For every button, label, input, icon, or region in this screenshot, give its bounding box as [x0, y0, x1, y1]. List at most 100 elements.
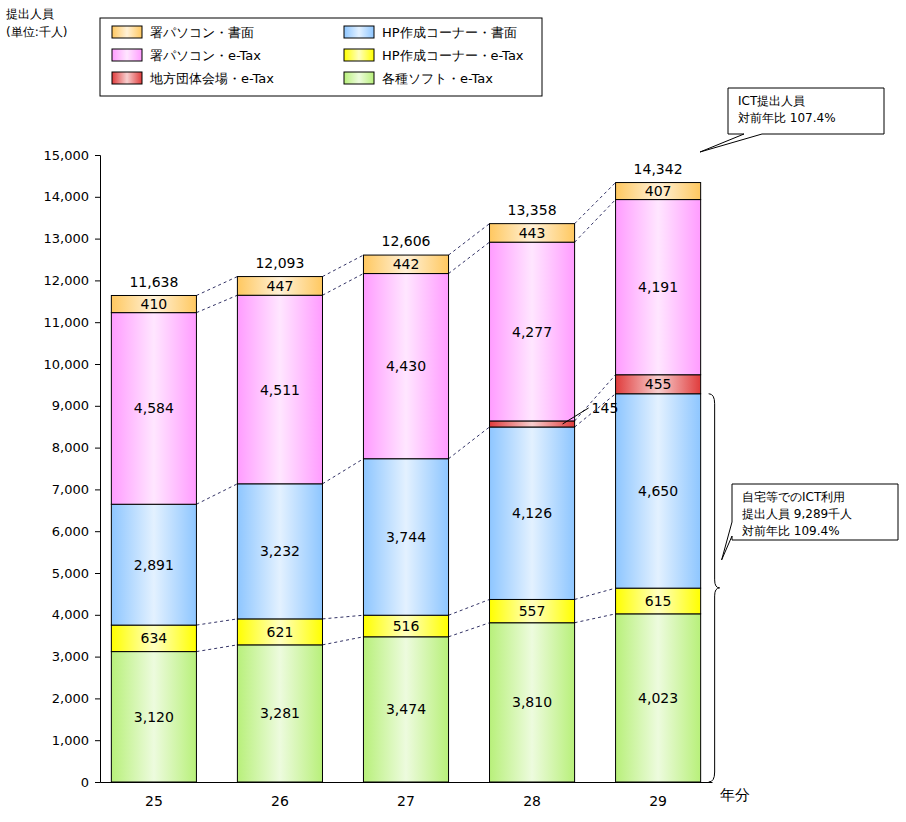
legend-box [100, 18, 542, 96]
y-tick-label: 1,000 [52, 733, 89, 748]
data-labels: 3,1206342,8914,5844103,2816213,2324,5114… [129, 161, 682, 725]
y-tick-mark [95, 364, 100, 365]
legend-swatch [344, 26, 374, 38]
annotation: 提出人員 9,289千人 [742, 507, 852, 521]
legend-swatch [112, 72, 142, 84]
y-axis: 01,0002,0003,0004,0005,0006,0007,0008,00… [44, 148, 101, 790]
legend-label: 地方団体会場・e-Tax [149, 71, 274, 86]
total-label: 12,093 [255, 255, 304, 271]
data-label: 407 [645, 183, 672, 199]
bar-segment [237, 484, 322, 619]
bar-segment [490, 427, 575, 599]
y-tick: 6,000 [52, 524, 100, 539]
bar-segment [616, 200, 701, 375]
callout: ICT提出人員対前年比 107.4% [700, 88, 884, 152]
connector-line [449, 599, 490, 615]
y-tick-mark [95, 280, 100, 281]
connector-line [196, 277, 237, 296]
connector-line [575, 588, 616, 599]
connector-line [196, 619, 237, 625]
bar-segment [237, 619, 322, 645]
x-axis-title: 年分 [720, 786, 750, 804]
x-tick: 25 [145, 793, 163, 809]
data-label: 3,120 [134, 709, 174, 725]
legend-label: HP作成コーナー・e-Tax [382, 48, 524, 63]
y-tick: 3,000 [52, 649, 100, 664]
connector-line [196, 645, 237, 652]
y-tick: 13,000 [44, 231, 101, 246]
data-label: 145 [592, 400, 619, 416]
bar-segment [363, 274, 448, 459]
y-tick-label: 15,000 [44, 148, 90, 163]
connector-line [575, 183, 616, 224]
annotation: 自宅等でのICT利用 [742, 490, 845, 504]
bar-segment [111, 313, 196, 505]
y-tick: 9,000 [52, 398, 100, 413]
connector-line [322, 459, 363, 484]
x-tick: 26 [271, 793, 289, 809]
y-tick: 7,000 [52, 482, 100, 497]
total-label: 12,606 [382, 233, 431, 249]
data-label: 621 [267, 624, 294, 640]
y-tick-mark [95, 657, 100, 658]
connector-line [449, 623, 490, 637]
data-label: 4,584 [134, 400, 174, 416]
connector-line [449, 242, 490, 273]
y-axis-line [95, 156, 101, 783]
data-label: 455 [645, 376, 672, 392]
y-tick-mark [95, 531, 100, 532]
data-label: 3,474 [386, 701, 426, 717]
connector-line [449, 427, 490, 459]
total-label: 11,638 [129, 274, 178, 290]
y-tick-mark [95, 197, 100, 198]
x-tick: 29 [649, 793, 667, 809]
annotation: 対前年比 109.4% [742, 524, 840, 538]
y-tick: 11,000 [44, 315, 101, 330]
connector-line [575, 614, 616, 623]
y-tick: 0 [81, 775, 100, 790]
connector-line [196, 484, 237, 504]
y-tick-label: 7,000 [52, 482, 89, 497]
y-tick-mark [95, 740, 100, 741]
data-label: 634 [141, 630, 168, 646]
y-tick-label: 11,000 [44, 315, 90, 330]
y-tick-mark [95, 322, 100, 323]
y-tick-mark [95, 489, 100, 490]
callout: 自宅等でのICT利用提出人員 9,289千人対前年比 109.4% [722, 484, 898, 560]
data-label: 447 [267, 278, 294, 294]
bar-segment [363, 459, 448, 615]
x-tick-label: 25 [145, 793, 163, 809]
x-tick-label: 27 [397, 793, 415, 809]
legend-label: HP作成コーナー・書面 [382, 25, 517, 40]
bar-segment [490, 224, 575, 243]
legend-label: 署パソコン・e-Tax [150, 48, 261, 63]
x-tick-label: 28 [523, 793, 541, 809]
y-tick-label: 4,000 [52, 607, 89, 622]
legend-swatch [112, 26, 142, 38]
annotation: ICT提出人員 [738, 94, 805, 108]
y-tick-mark [95, 573, 100, 574]
callout-shape [722, 484, 898, 560]
data-label: 442 [393, 256, 420, 272]
y-tick: 5,000 [52, 566, 100, 581]
y-tick-label: 2,000 [52, 691, 89, 706]
y-tick-mark [95, 406, 100, 407]
bar-segment [616, 588, 701, 614]
data-label: 615 [645, 593, 672, 609]
y-tick-label: 12,000 [44, 273, 90, 288]
bar-segment [237, 295, 322, 484]
y-tick-label: 9,000 [52, 398, 89, 413]
annotation: 対前年比 107.4% [738, 111, 836, 125]
x-axis: 25 26 27 28 29 [101, 783, 713, 809]
data-label: 2,891 [134, 557, 174, 573]
data-label: 3,744 [386, 529, 426, 545]
callout-shape [700, 88, 884, 152]
data-label: 3,232 [260, 543, 300, 559]
bar-segment [111, 295, 196, 312]
data-label: 557 [519, 603, 546, 619]
bar-segment [237, 277, 322, 296]
data-label: 516 [393, 618, 420, 634]
x-tick: 28 [523, 793, 541, 809]
data-label: 4,023 [638, 690, 678, 706]
bar-segment [616, 614, 701, 782]
